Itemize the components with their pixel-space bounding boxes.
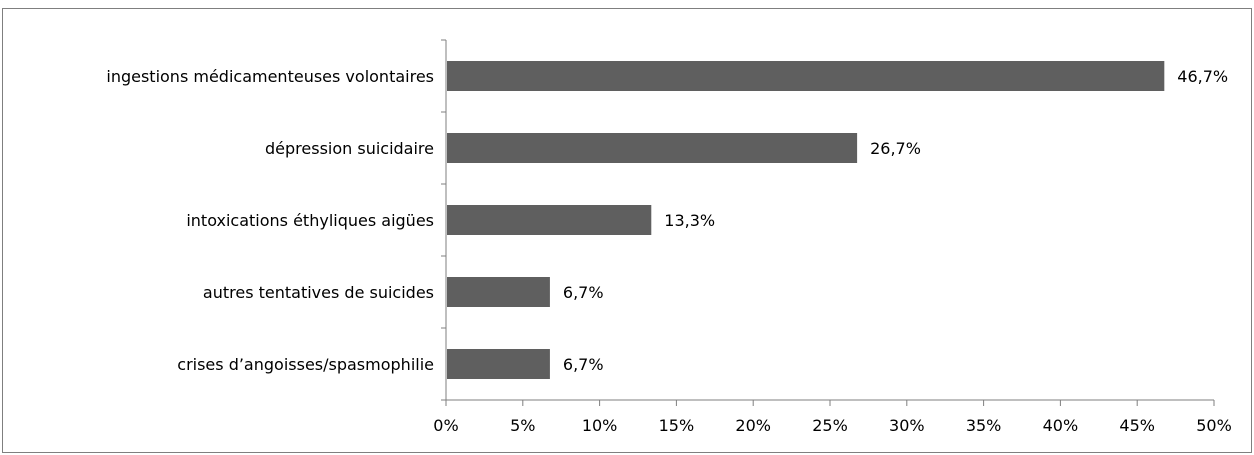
axes bbox=[441, 39, 1215, 406]
labels: 0% 5% 10% 15% 20% 25% 30% 35% 40% 45% 50% ingestion… bbox=[106, 67, 1231, 435]
data-label: 6,7% bbox=[563, 355, 604, 374]
bar bbox=[447, 277, 550, 307]
bar bbox=[447, 61, 1165, 91]
data-label: 26,7% bbox=[870, 139, 921, 158]
category-label: crises d’angoisses/spasmophilie bbox=[177, 355, 434, 374]
x-tick-label: 35% bbox=[966, 416, 1002, 435]
x-tick-label: 40% bbox=[1043, 416, 1079, 435]
data-label: 13,3% bbox=[664, 211, 715, 230]
x-tick-label: 25% bbox=[812, 416, 848, 435]
bars bbox=[447, 61, 1165, 379]
x-tick-label: 30% bbox=[889, 416, 925, 435]
x-tick-label: 45% bbox=[1119, 416, 1155, 435]
x-tick-label: 15% bbox=[659, 416, 695, 435]
category-label: intoxications éthyliques aigües bbox=[186, 211, 434, 230]
x-tick-label: 0% bbox=[433, 416, 458, 435]
x-tick-label: 5% bbox=[510, 416, 535, 435]
bar bbox=[447, 133, 858, 163]
category-label: autres tentatives de suicides bbox=[203, 283, 434, 302]
x-tick-label: 10% bbox=[582, 416, 618, 435]
category-label: dépression suicidaire bbox=[265, 139, 434, 158]
x-tick-label: 20% bbox=[735, 416, 771, 435]
data-label: 46,7% bbox=[1177, 67, 1228, 86]
x-tick-label: 50% bbox=[1196, 416, 1232, 435]
bar bbox=[447, 205, 652, 235]
category-label: ingestions médicamenteuses volontaires bbox=[106, 67, 434, 86]
data-label: 6,7% bbox=[563, 283, 604, 302]
bar bbox=[447, 349, 550, 379]
